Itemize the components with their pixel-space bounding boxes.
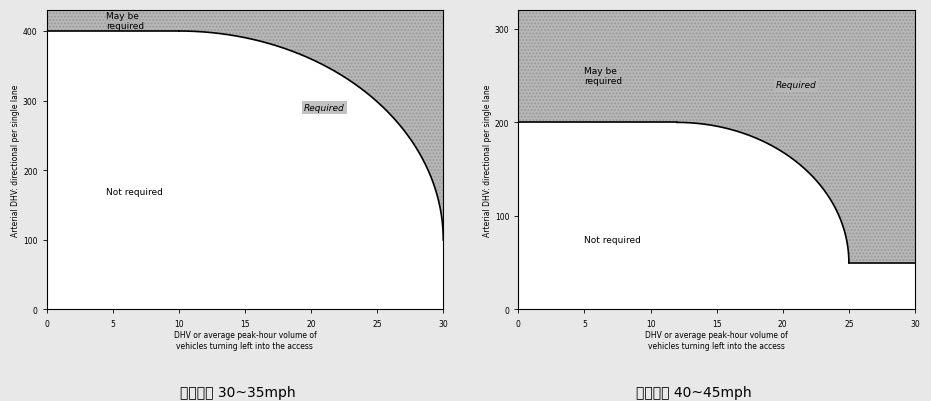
X-axis label: DHV or average peak-hour volume of
vehicles turning left into the access: DHV or average peak-hour volume of vehic… [645,330,788,350]
Polygon shape [519,11,915,310]
Text: 운영속도 30~35mph: 운영속도 30~35mph [180,385,295,399]
Text: Not required: Not required [106,187,163,196]
X-axis label: DHV or average peak-hour volume of
vehicles turning left into the access: DHV or average peak-hour volume of vehic… [173,330,317,350]
Text: Not required: Not required [585,235,641,244]
Text: 운영속도 40~45mph: 운영속도 40~45mph [636,385,751,399]
Polygon shape [47,32,443,310]
Text: Required: Required [776,81,816,90]
Y-axis label: Arterial DHV: directional per single lane: Arterial DHV: directional per single lan… [483,84,492,237]
Text: May be
required: May be required [585,67,623,86]
Polygon shape [47,11,443,310]
Polygon shape [519,123,915,310]
Text: Required: Required [304,104,344,113]
Y-axis label: Arterial DHV: directional per single lane: Arterial DHV: directional per single lan… [11,84,20,237]
Text: May be
required: May be required [106,12,144,31]
